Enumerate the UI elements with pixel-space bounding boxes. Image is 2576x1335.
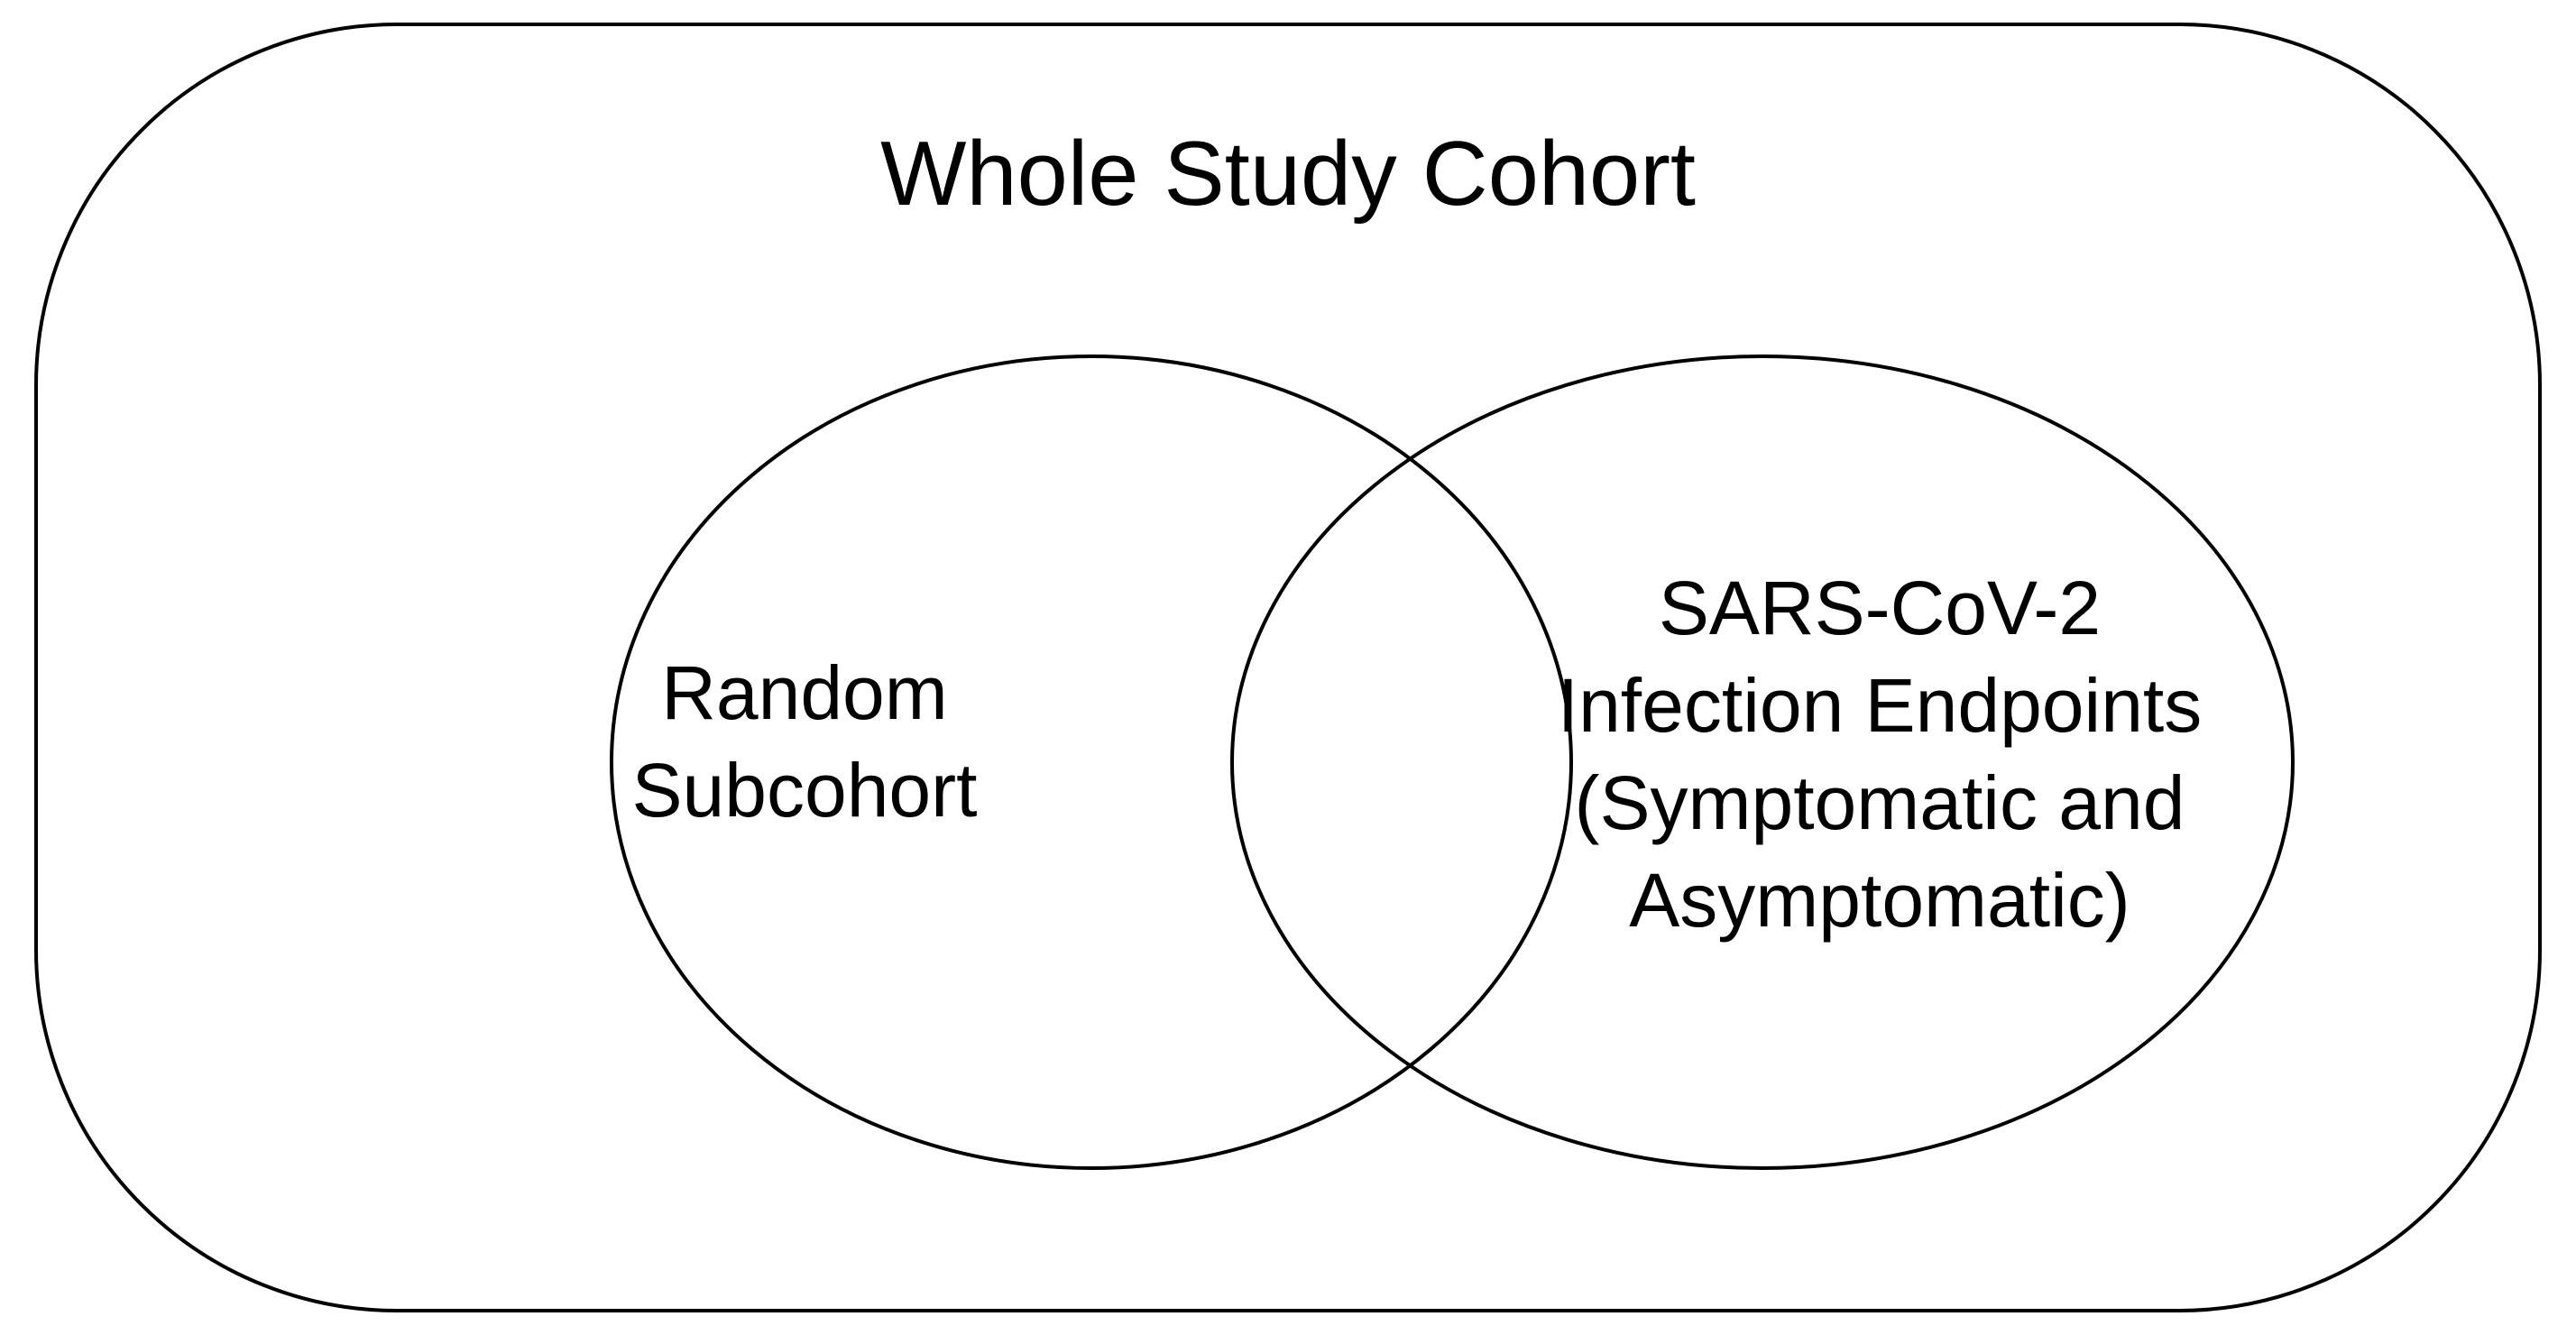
random-subcohort-ellipse	[610, 354, 1573, 1170]
infection-endpoints-label-line: Asymptomatic)	[1629, 858, 2130, 943]
infection-endpoints-label: SARS-CoV-2 Infection Endpoints (Symptoma…	[1339, 559, 2421, 949]
whole-study-cohort-boundary	[34, 23, 2542, 1312]
infection-endpoints-label-line: Infection Endpoints	[1557, 663, 2203, 748]
random-subcohort-label: Random Subcohort	[534, 644, 1075, 839]
random-subcohort-label-line: Subcohort	[631, 748, 978, 833]
random-subcohort-label-line: Random	[661, 650, 948, 735]
whole-study-cohort-label: Whole Study Cohort	[880, 124, 1696, 225]
infection-endpoints-label-line: (Symptomatic and	[1574, 760, 2185, 845]
infection-endpoints-label-line: SARS-CoV-2	[1658, 566, 2102, 650]
infection-endpoints-ellipse	[1230, 354, 2295, 1170]
